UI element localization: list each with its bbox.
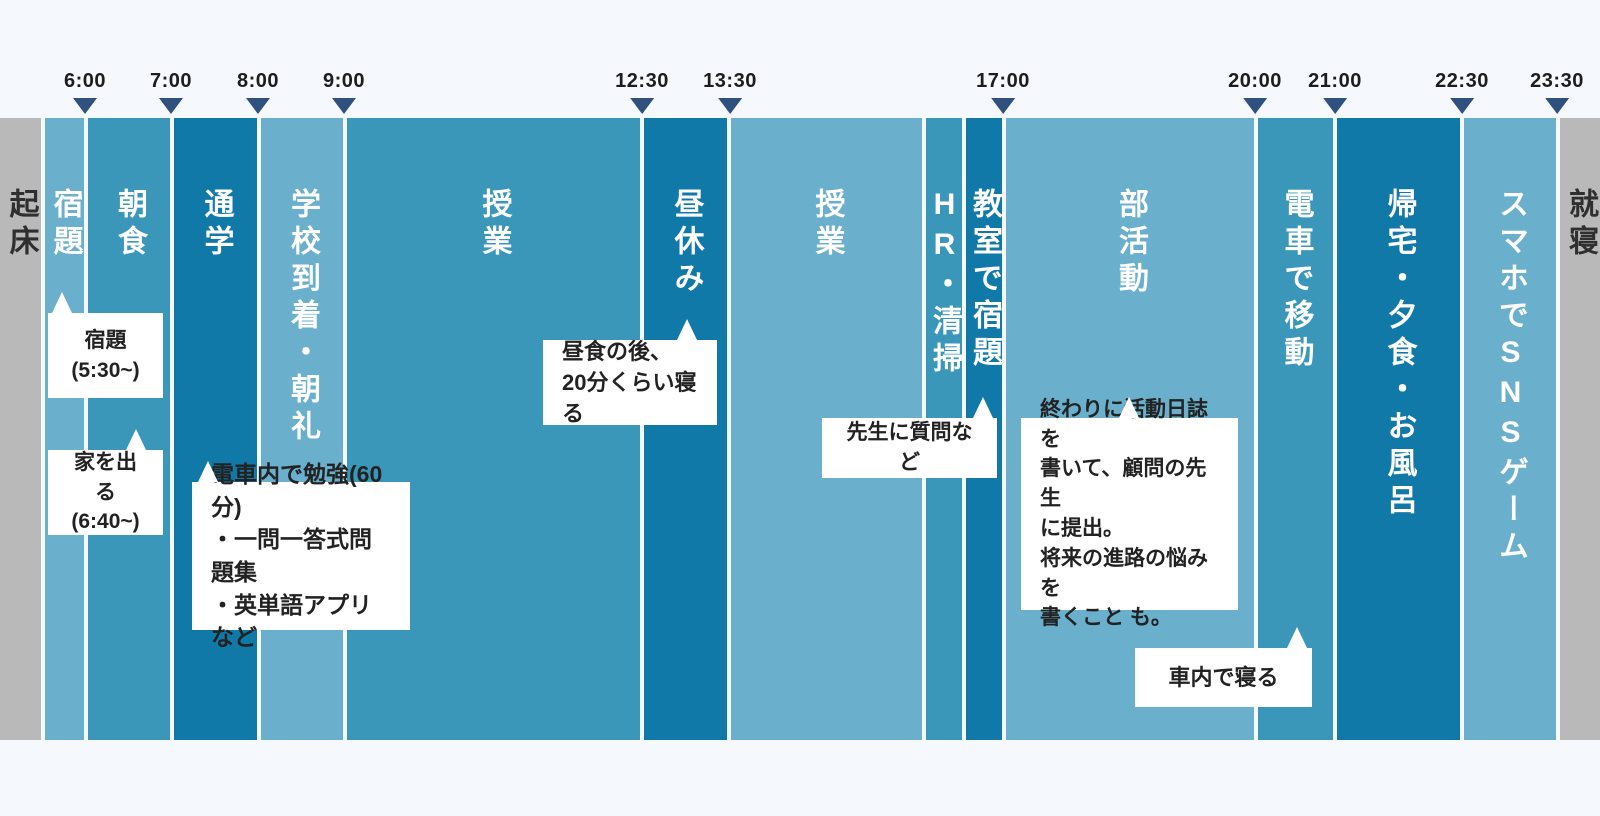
time-marker-600: 6:00 bbox=[64, 70, 106, 114]
time-marker-800: 8:00 bbox=[237, 70, 279, 114]
band-lunch-break: 昼休み bbox=[644, 118, 727, 740]
triangle-down-icon bbox=[630, 98, 654, 114]
callout-text: 昼食の後、 20分くらい寝る bbox=[562, 338, 697, 427]
band-label: 就寝 bbox=[1564, 188, 1597, 262]
band-label: 教室で宿題 bbox=[968, 188, 1001, 373]
band-label: 朝食 bbox=[113, 188, 146, 262]
triangle-down-icon bbox=[991, 98, 1015, 114]
time-marker-700: 7:00 bbox=[150, 70, 192, 114]
callout-sleep-on-train: 車内で寝る bbox=[1135, 627, 1312, 707]
time-label: 17:00 bbox=[976, 70, 1030, 92]
time-label: 7:00 bbox=[149, 70, 193, 92]
triangle-down-icon bbox=[246, 98, 270, 114]
band-label: 学校到着・朝礼 bbox=[286, 188, 319, 447]
callout-activity-log: 終わりに活動日誌を 書いて、顧問の先生 に提出。 将来の進路の悩みを 書くこと も。 bbox=[1021, 397, 1238, 629]
callout-homework-0530: 宿題 (5:30~) bbox=[48, 292, 163, 398]
band-home-dinner-bath: 帰宅・夕食・お風呂 bbox=[1337, 118, 1460, 740]
triangle-down-icon bbox=[718, 98, 742, 114]
time-marker-2100: 21:00 bbox=[1308, 70, 1362, 114]
triangle-up-icon bbox=[1287, 627, 1307, 648]
time-marker-1330: 13:30 bbox=[703, 70, 757, 114]
callout-text: 車内で寝る bbox=[1168, 664, 1279, 690]
time-label: 6:00 bbox=[63, 70, 107, 92]
time-label: 12:30 bbox=[615, 70, 669, 92]
band-class-morning: 授業 bbox=[347, 118, 640, 740]
time-marker-1700: 17:00 bbox=[976, 70, 1030, 114]
callout-text: 先生に質問など bbox=[846, 421, 973, 474]
triangle-down-icon bbox=[1545, 98, 1569, 114]
time-marker-900: 9:00 bbox=[323, 70, 365, 114]
triangle-down-icon bbox=[332, 98, 356, 114]
band-label: 起床 bbox=[4, 188, 38, 262]
callout-leave-home-0640: 家を出る (6:40~) bbox=[48, 429, 163, 535]
triangle-down-icon bbox=[1450, 98, 1474, 114]
band-label: 授業 bbox=[477, 188, 511, 262]
band-label: HR・清掃 bbox=[928, 188, 961, 379]
triangle-up-icon bbox=[126, 429, 146, 450]
time-label: 13:30 bbox=[703, 70, 757, 92]
triangle-up-icon bbox=[1119, 397, 1139, 418]
band-label: 帰宅・夕食・お風呂 bbox=[1382, 188, 1416, 521]
band-label: 通学 bbox=[199, 188, 233, 262]
triangle-up-icon bbox=[198, 461, 218, 482]
band-homework: 宿題 bbox=[45, 118, 84, 740]
band-label: スマホでSNSゲーム bbox=[1494, 188, 1527, 567]
triangle-up-icon bbox=[52, 292, 72, 313]
callout-study-on-train: 電車内で勉強(60分) ・一問一答式問題集 ・英単語アプリなど bbox=[192, 461, 410, 650]
triangle-down-icon bbox=[1323, 98, 1347, 114]
time-label: 20:00 bbox=[1228, 70, 1282, 92]
callout-text: 電車内で勉強(60分) ・一問一答式問題集 ・英単語アプリなど bbox=[211, 461, 383, 651]
time-label: 23:30 bbox=[1530, 70, 1584, 92]
band-label: 昼休み bbox=[669, 188, 703, 299]
band-arrive-school-assembly: 学校到着・朝礼 bbox=[261, 118, 343, 740]
callout-text: 終わりに活動日誌を 書いて、顧問の先生 に提出。 将来の進路の悩みを 書くこと も。 bbox=[1040, 397, 1208, 630]
time-label: 8:00 bbox=[236, 70, 280, 92]
triangle-down-icon bbox=[159, 98, 183, 114]
triangle-up-icon bbox=[973, 397, 993, 418]
time-marker-2330: 23:30 bbox=[1530, 70, 1584, 114]
band-label: 電車で移動 bbox=[1279, 188, 1313, 373]
time-marker-2000: 20:00 bbox=[1228, 70, 1282, 114]
callout-ask-teacher: 先生に質問など bbox=[822, 397, 997, 478]
band-smartphone-sns-games: スマホでSNSゲーム bbox=[1464, 118, 1556, 740]
band-label: 授業 bbox=[810, 188, 844, 262]
band-bedtime: 就寝 bbox=[1560, 118, 1600, 740]
triangle-down-icon bbox=[73, 98, 97, 114]
callout-text: 宿題 (5:30~) bbox=[71, 328, 140, 382]
band-label: 部活動 bbox=[1114, 188, 1147, 299]
time-label: 22:30 bbox=[1435, 70, 1489, 92]
band-commute: 通学 bbox=[174, 118, 257, 740]
triangle-up-icon bbox=[677, 319, 697, 340]
time-label: 9:00 bbox=[322, 70, 366, 92]
band-wake-up: 起床 bbox=[0, 118, 41, 740]
time-label: 21:00 bbox=[1308, 70, 1362, 92]
callout-nap-after-lunch: 昼食の後、 20分くらい寝る bbox=[543, 319, 717, 426]
time-marker-2230: 22:30 bbox=[1435, 70, 1489, 114]
triangle-down-icon bbox=[1243, 98, 1267, 114]
band-label: 宿題 bbox=[48, 188, 82, 262]
time-marker-1230: 12:30 bbox=[615, 70, 669, 114]
callout-text: 家を出る (6:40~) bbox=[71, 450, 140, 534]
